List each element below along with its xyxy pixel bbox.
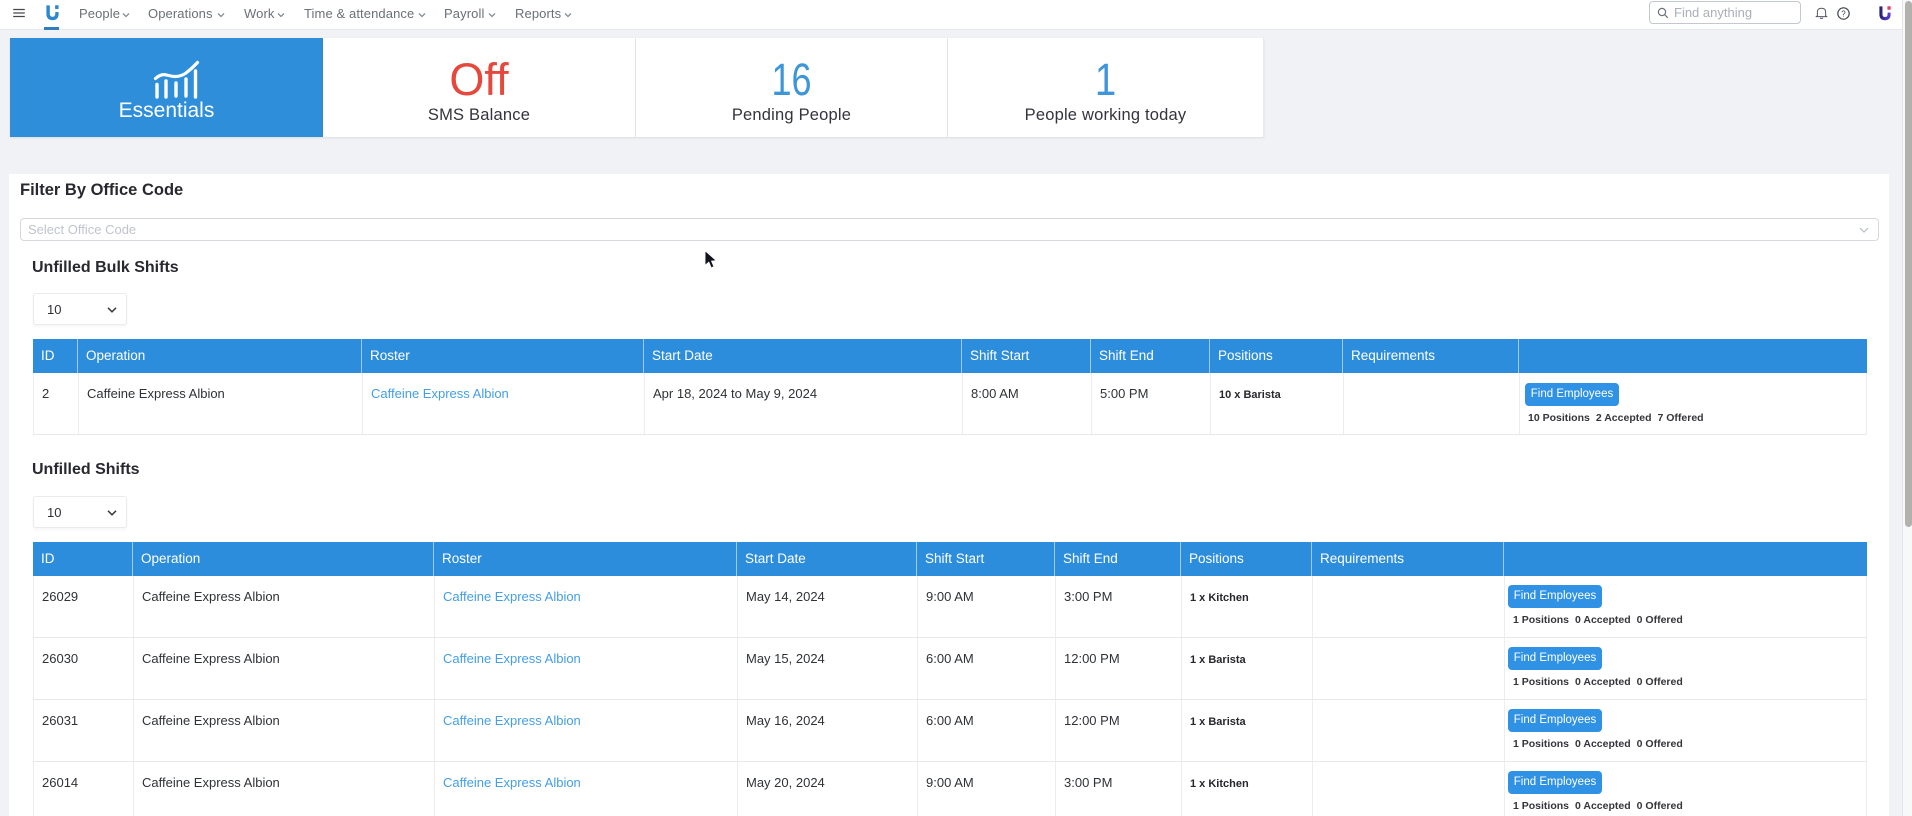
svg-text:?: ? [1841,9,1846,18]
